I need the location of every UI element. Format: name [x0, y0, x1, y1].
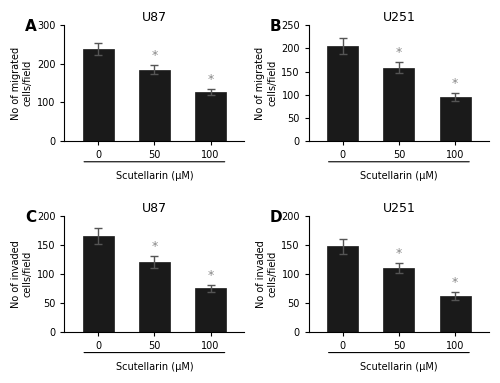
Bar	[384, 268, 414, 332]
Text: *: *	[208, 269, 214, 282]
Bar	[440, 296, 470, 332]
Text: A: A	[25, 20, 36, 34]
Bar	[195, 92, 226, 141]
Text: D: D	[270, 210, 282, 225]
Bar	[327, 46, 358, 141]
Bar	[440, 97, 470, 141]
X-axis label: Scutellarin (μM): Scutellarin (μM)	[116, 171, 193, 181]
Bar	[139, 262, 170, 332]
Bar	[82, 236, 114, 332]
X-axis label: Scutellarin (μM): Scutellarin (μM)	[360, 171, 438, 181]
Y-axis label: No of invaded
cells/field: No of invaded cells/field	[256, 240, 277, 308]
Bar	[384, 68, 414, 141]
X-axis label: Scutellarin (μM): Scutellarin (μM)	[116, 362, 193, 372]
Text: *: *	[208, 73, 214, 86]
Text: *: *	[152, 49, 158, 62]
Text: B: B	[270, 20, 281, 34]
Text: *: *	[152, 240, 158, 253]
Text: *: *	[396, 46, 402, 59]
Text: C: C	[25, 210, 36, 225]
Y-axis label: No of invaded
cells/field: No of invaded cells/field	[11, 240, 32, 308]
Title: U251: U251	[382, 202, 416, 215]
Text: *: *	[452, 276, 458, 289]
Y-axis label: No of migrated
cells/field: No of migrated cells/field	[11, 47, 32, 119]
X-axis label: Scutellarin (μM): Scutellarin (μM)	[360, 362, 438, 372]
Bar	[327, 246, 358, 332]
Title: U87: U87	[142, 202, 167, 215]
Title: U87: U87	[142, 11, 167, 24]
Y-axis label: No of migrated
cells/field: No of migrated cells/field	[256, 47, 277, 119]
Text: *: *	[452, 77, 458, 90]
Bar	[195, 288, 226, 332]
Bar	[82, 49, 114, 141]
Bar	[139, 70, 170, 141]
Title: U251: U251	[382, 11, 416, 24]
Text: *: *	[396, 247, 402, 260]
